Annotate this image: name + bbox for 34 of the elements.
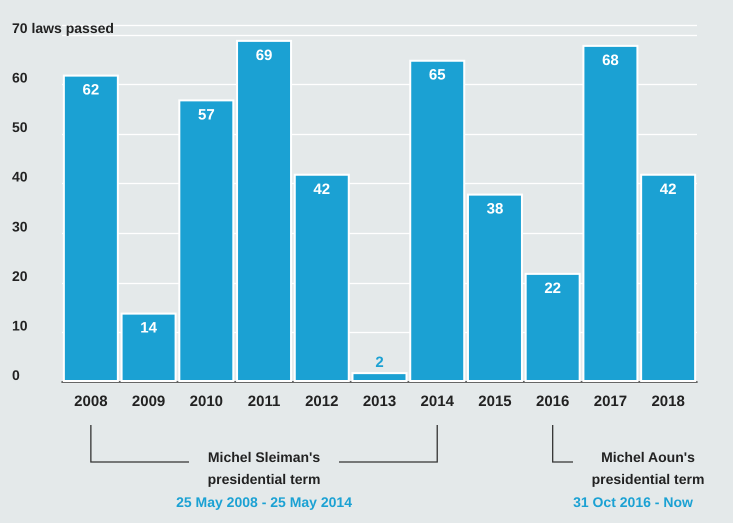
data-label: 65 [428, 66, 446, 84]
data-label: 62 [82, 82, 100, 99]
y-tick-label: 20 [12, 268, 28, 284]
x-tick-label: 2016 [536, 393, 570, 410]
text: Michel Sleiman's presidential term [189, 446, 340, 490]
data-label: 57 [198, 106, 215, 124]
data-label: 2 [375, 354, 384, 372]
data-label: 42 [313, 180, 330, 198]
x-tick-label: 2014 [420, 393, 455, 410]
text: 25 May 2008 - 25 May 2014 [164, 491, 364, 513]
x-tick-label: 2012 [305, 393, 338, 410]
data-label: 22 [544, 280, 562, 297]
y-tick-label: 40 [12, 168, 28, 185]
x-tick-label: 2009 [132, 393, 166, 410]
x-tick-label: 2008 [74, 393, 108, 410]
x-tick-label: 2018 [651, 393, 685, 410]
y-tick-label: 70 laws passed [12, 20, 114, 36]
data-label: 68 [602, 52, 619, 69]
y-tick-label: 50 [12, 119, 28, 136]
data-label: 14 [140, 320, 158, 337]
x-tick-label: 2015 [478, 393, 512, 410]
data-label: 38 [486, 200, 504, 218]
y-tick-label: 30 [12, 218, 28, 234]
data-label: 69 [256, 46, 272, 64]
text: Michel Aoun's presidential term [573, 446, 723, 490]
x-tick-label: 2011 [248, 393, 280, 410]
x-tick-label: 2013 [362, 393, 396, 410]
y-tick-label: 0 [12, 367, 20, 383]
data-label: 42 [660, 180, 676, 198]
y-tick-label: 60 [12, 70, 28, 86]
x-tick-label: 2010 [190, 393, 224, 410]
text: 31 Oct 2016 - Now [533, 491, 733, 513]
y-tick-label: 10 [12, 317, 28, 334]
x-tick-label: 2017 [594, 393, 628, 410]
